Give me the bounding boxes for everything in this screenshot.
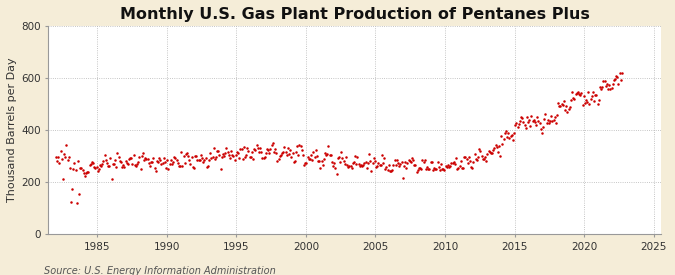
Y-axis label: Thousand Barrels per Day: Thousand Barrels per Day [7, 57, 17, 202]
Text: Source: U.S. Energy Information Administration: Source: U.S. Energy Information Administ… [44, 266, 275, 275]
Title: Monthly U.S. Gas Plant Production of Pentanes Plus: Monthly U.S. Gas Plant Production of Pen… [119, 7, 589, 22]
